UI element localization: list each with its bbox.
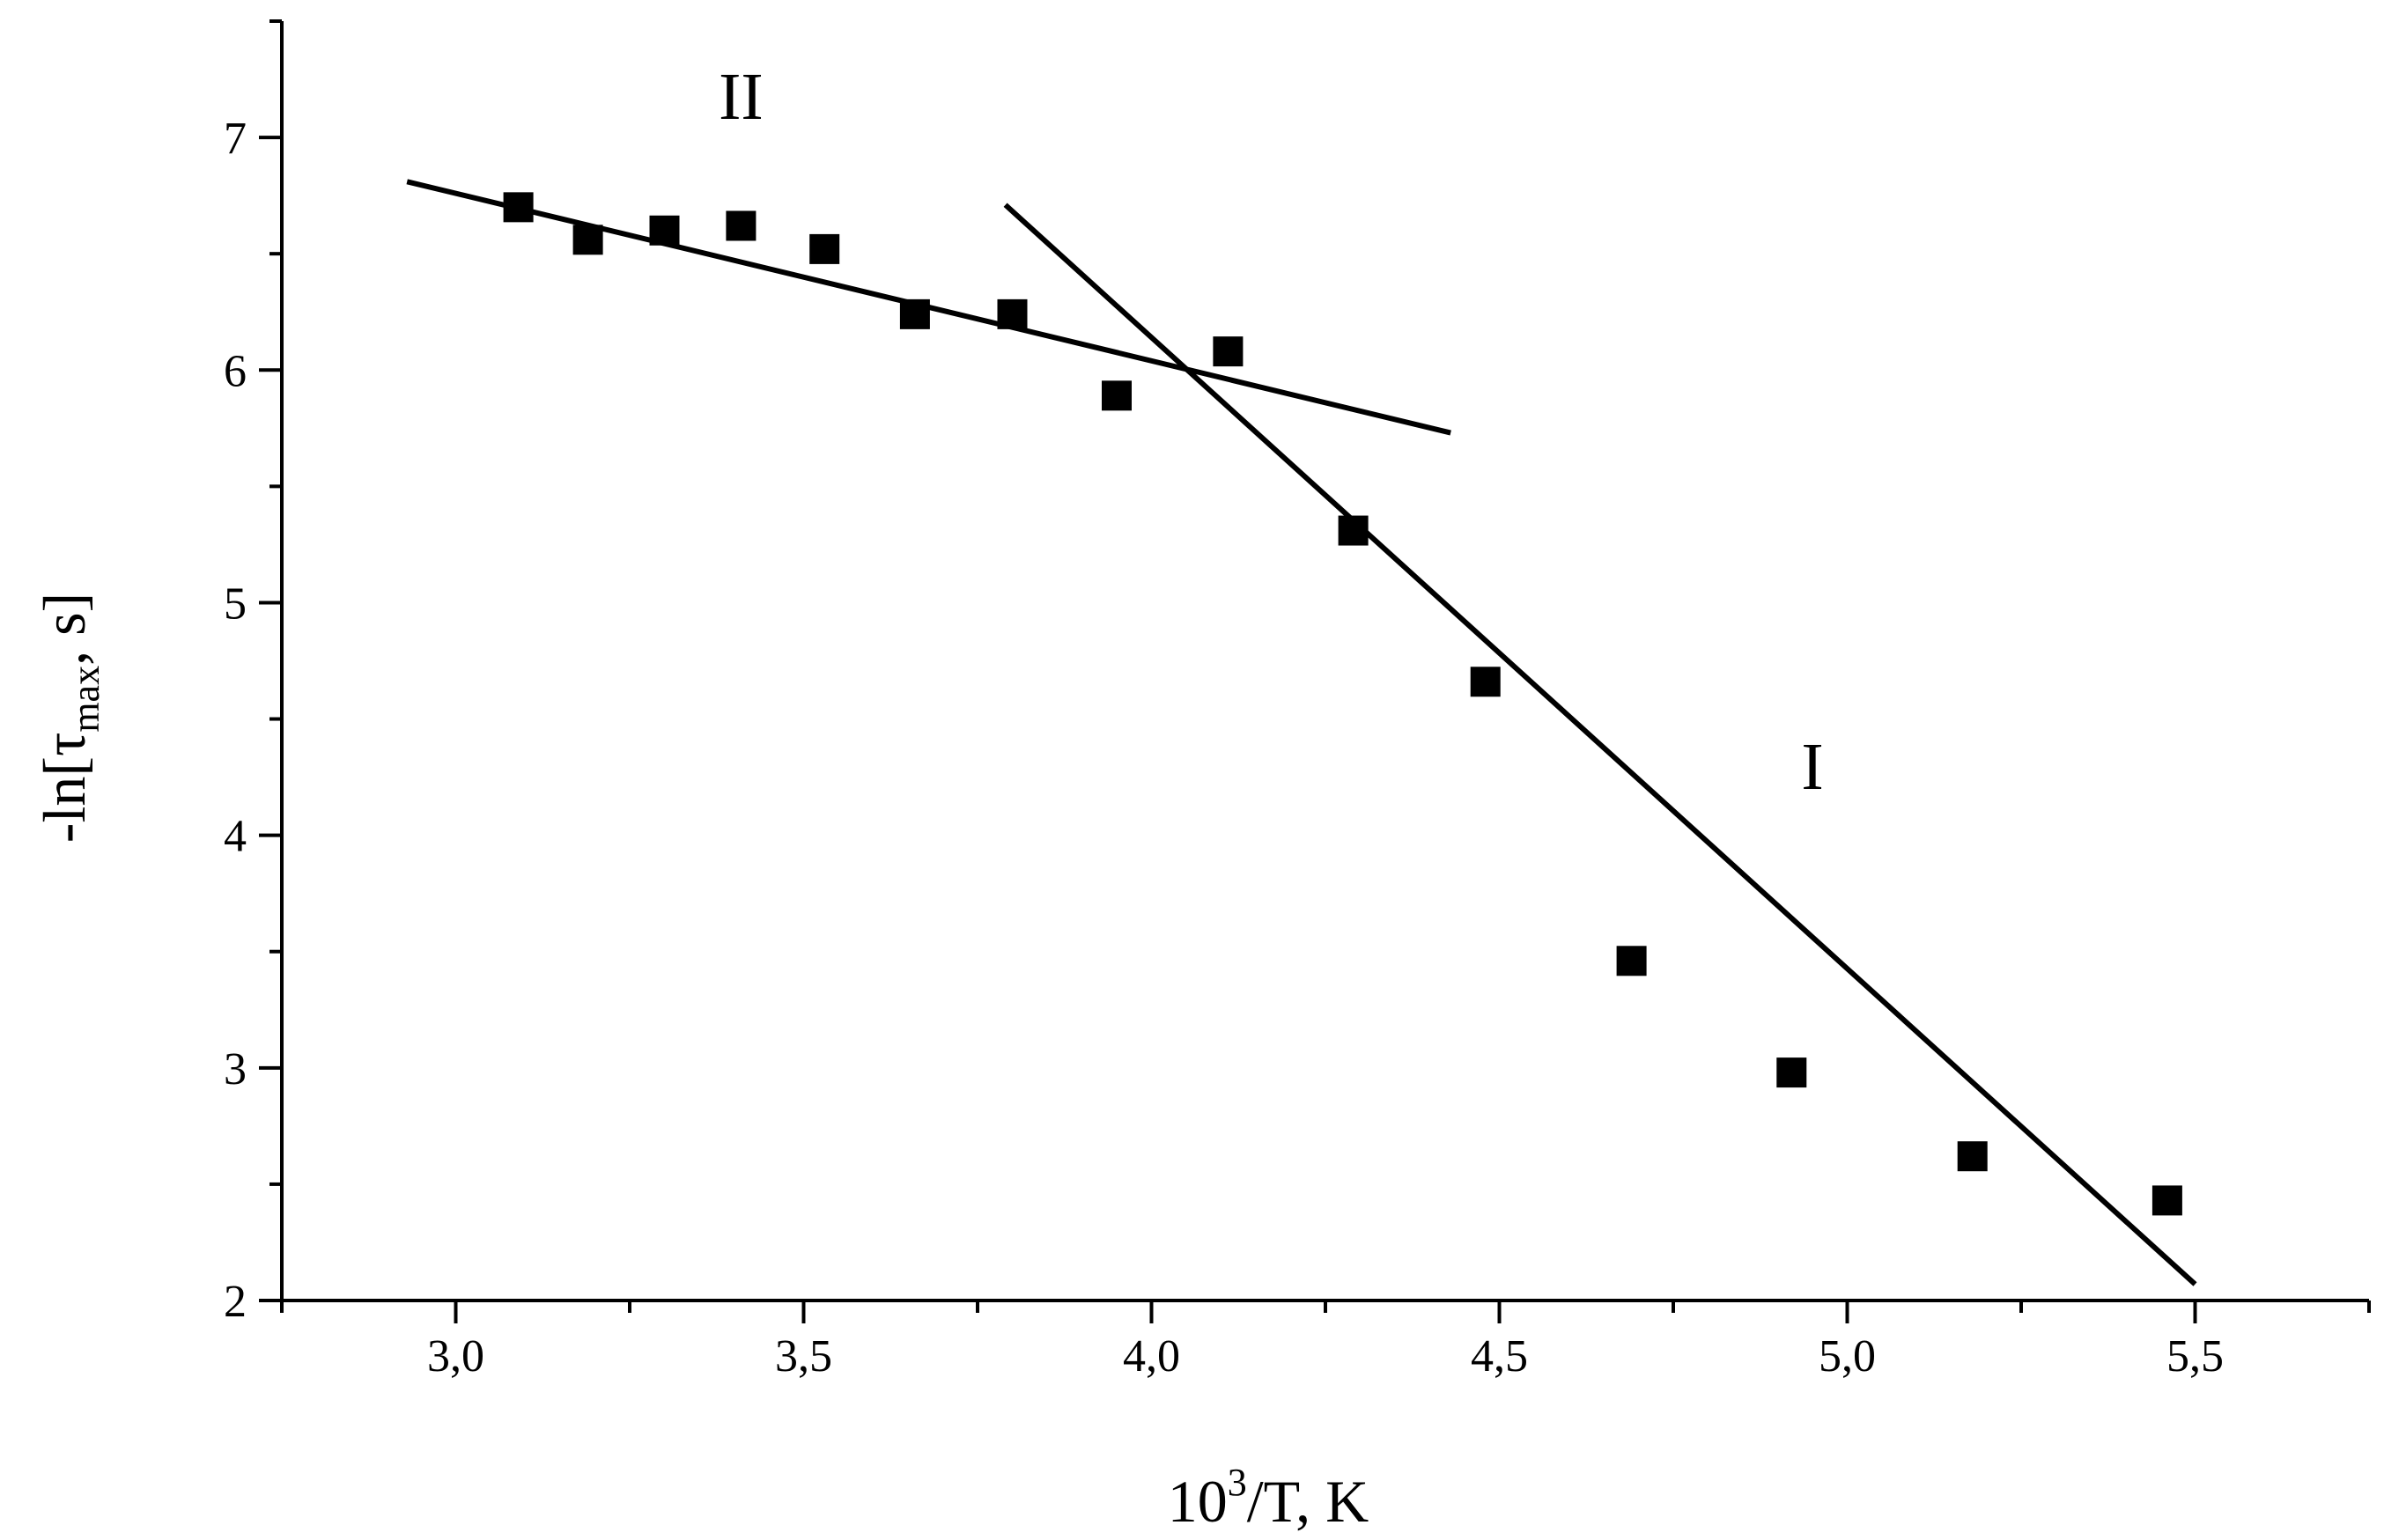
data-points [503,192,2182,1216]
annotation-label: II [719,60,764,134]
data-point [997,298,1028,329]
fit-lines [406,179,2197,1286]
annotation-label: I [1801,730,1823,804]
x-tick-label: 3,5 [775,1331,832,1382]
data-point [899,298,930,329]
y-tick-label: 3 [224,1044,247,1094]
data-point [1470,667,1501,697]
data-point [503,192,534,223]
x-tick-label: 4,0 [1123,1331,1180,1382]
y-axis-title: -ln[τmax, s] [31,593,107,843]
data-point [649,215,680,246]
data-point [1338,515,1369,546]
data-point [726,210,757,241]
x-tick-label: 3,0 [427,1331,484,1382]
x-tick-label: 4,5 [1471,1331,1528,1382]
data-point [1957,1141,1988,1172]
axes: 3,0 3,5 4,0 4,5 5,0 5,5 2 3 4 5 6 7 [224,19,2371,1382]
data-point [1616,946,1647,976]
x-tick-label: 5,5 [2166,1331,2224,1382]
x-axis-title: 103/T, K [1168,1461,1369,1535]
data-point [1213,336,1244,367]
data-point [809,233,840,264]
data-point [1102,380,1132,411]
y-tick-label: 5 [224,578,247,629]
y-tick-label: 4 [224,812,247,862]
data-point [572,225,603,255]
fit-line-I [1003,203,2197,1286]
y-tick-label: 7 [224,114,247,164]
y-tick-label: 6 [224,346,247,396]
y-tick-label: 2 [224,1277,247,1327]
x-tick-label: 5,0 [1819,1331,1876,1382]
annotations: III [719,60,1824,804]
data-point [1776,1057,1807,1088]
data-point [2152,1185,2182,1216]
